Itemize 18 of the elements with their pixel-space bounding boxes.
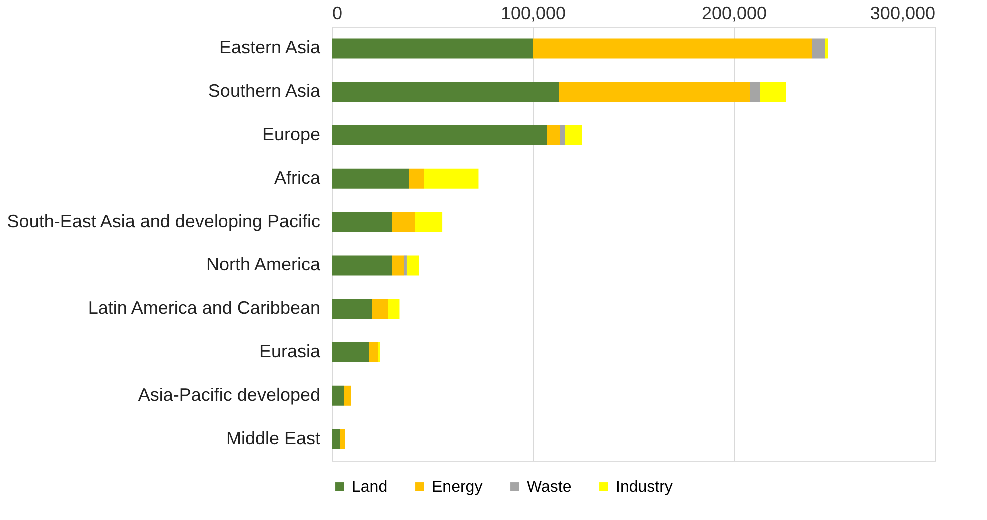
y-tick-label: Southern Asia [208,81,322,102]
y-tick-label: Latin America and Caribbean [88,298,320,318]
y-tick-label: North America [206,254,322,275]
y-tick-label: Middle East [226,428,320,448]
y-tick-label: Asia-Pacific developed [138,384,320,405]
legend-label: Industry [616,479,673,496]
y-tick-label: Eastern Asia [219,38,322,58]
x-tick-label: 0 [332,4,343,24]
y-tick-label: Africa [274,168,322,188]
y-tick-label: Eurasia [259,342,322,362]
x-tick-label: 300,000 [870,4,936,24]
x-tick-label: 100,000 [500,4,566,24]
legend-label: Waste [527,479,572,496]
legend-label: Energy [432,479,483,496]
legend-label: Land [352,479,388,496]
y-tick-label: South-East Asia and developing Pacific [7,211,320,232]
y-tick-label: Europe [262,124,320,144]
x-tick-label: 200,000 [702,4,768,24]
